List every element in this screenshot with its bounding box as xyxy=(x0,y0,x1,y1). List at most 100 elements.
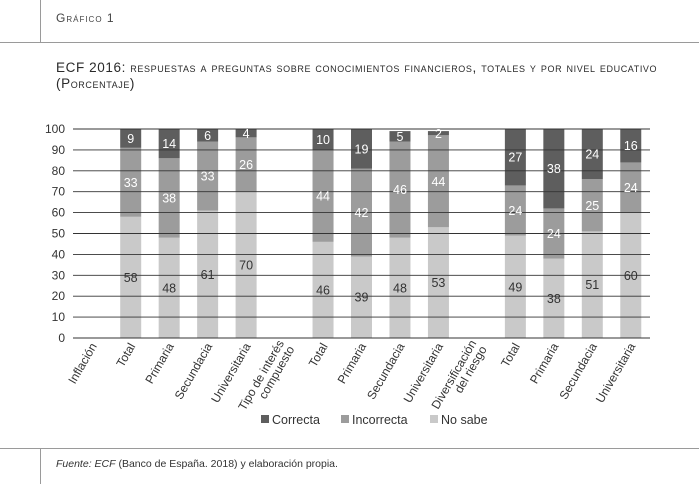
x-tick-label: Secundacia xyxy=(364,340,408,402)
bar-segment xyxy=(120,129,142,148)
data-label: 24 xyxy=(585,148,599,162)
data-label: 38 xyxy=(547,162,561,176)
bar-segment xyxy=(543,258,565,338)
x-tick-label: Secundacia xyxy=(556,340,600,402)
x-tick-label-line: Primaria xyxy=(527,340,562,386)
data-label: 4 xyxy=(243,127,250,141)
x-tick-label: Total xyxy=(498,341,523,370)
data-label: 51 xyxy=(585,278,599,292)
data-label: 44 xyxy=(316,189,330,203)
data-label: 48 xyxy=(393,281,407,295)
y-tick-label: 70 xyxy=(52,185,66,199)
data-label: 33 xyxy=(201,170,215,184)
bar-segment xyxy=(158,237,180,338)
bar-segment xyxy=(197,141,219,211)
header-left-rule xyxy=(40,0,41,43)
y-tick-label: 50 xyxy=(52,227,66,241)
x-tick-label: Primaria xyxy=(335,340,370,386)
bar-segment xyxy=(581,231,603,338)
x-tick-label-line: Total xyxy=(306,341,331,370)
bar-segment xyxy=(312,149,334,242)
y-tick-label: 20 xyxy=(52,289,66,303)
y-tick-label: 80 xyxy=(52,164,66,178)
bar-segment xyxy=(427,131,449,136)
bar-segment xyxy=(120,216,142,338)
bar-segment xyxy=(235,137,257,192)
source-rule xyxy=(0,448,699,449)
bar-segment xyxy=(158,158,180,238)
x-tick-label: Primaria xyxy=(527,340,562,386)
header-rule xyxy=(0,42,699,43)
x-tick-label-line: Secundacia xyxy=(556,340,600,402)
bar-segment xyxy=(504,185,526,236)
data-label: 46 xyxy=(393,183,407,197)
legend-swatch xyxy=(430,415,438,423)
x-tick-label-line: Universitaria xyxy=(593,340,639,405)
data-label: 16 xyxy=(624,139,638,153)
y-tick-label: 100 xyxy=(45,122,65,136)
bar-segment xyxy=(389,141,411,238)
data-label: 24 xyxy=(508,204,522,218)
bar-segment xyxy=(312,129,334,150)
data-label: 49 xyxy=(508,280,522,294)
bar-segment xyxy=(620,162,642,213)
x-tick-label-line: Primaria xyxy=(335,340,370,386)
stacked-bar-chart: 0 10 20 30 40 50 60 70 80 90 100 58 33 9 48 38 14 61 33 6 70… xyxy=(45,122,650,427)
y-tick-label: 40 xyxy=(52,247,66,261)
source-rest: (Banco de España. 2018) y elaboración pr… xyxy=(115,458,338,470)
data-label: 61 xyxy=(201,268,215,282)
bar-segment xyxy=(504,129,526,186)
data-label: 38 xyxy=(547,292,561,306)
bar-segment xyxy=(312,241,334,338)
bar-segment xyxy=(620,129,642,163)
bar-segment xyxy=(197,129,219,142)
data-label: 60 xyxy=(624,269,638,283)
bar-segment xyxy=(351,129,372,169)
legend-label: Incorrecta xyxy=(352,413,408,427)
x-tick-label-line: Total xyxy=(498,341,523,370)
data-label: 38 xyxy=(162,191,176,205)
data-label: 26 xyxy=(239,158,253,172)
x-tick-label-line: Inflación xyxy=(65,341,99,387)
y-tick-label: 0 xyxy=(58,331,65,345)
x-tick-label-line: Secundacia xyxy=(172,340,216,402)
legend-label: Correcta xyxy=(272,413,320,427)
bar-segment xyxy=(581,129,603,180)
data-label: 58 xyxy=(124,271,138,285)
x-tick-label: Inflación xyxy=(65,341,99,387)
bar-segment xyxy=(389,131,411,142)
y-tick-label: 60 xyxy=(52,206,66,220)
source-ecf: ECF xyxy=(94,458,116,470)
data-label: 39 xyxy=(355,291,369,305)
data-label: 10 xyxy=(316,133,330,147)
data-label: 27 xyxy=(508,151,522,165)
y-tick-label: 90 xyxy=(52,143,66,157)
data-label: 70 xyxy=(239,258,253,272)
legend-swatch xyxy=(261,415,269,423)
chart-title: ECF 2016: respuestas a preguntas sobre c… xyxy=(56,60,686,92)
x-tick-label-line: Total xyxy=(113,341,138,370)
x-tick-label: Total xyxy=(306,341,331,370)
data-label: 46 xyxy=(316,283,330,297)
source-left-rule xyxy=(40,448,41,484)
data-label: 44 xyxy=(431,175,445,189)
bar-segment xyxy=(427,227,449,338)
data-label: 42 xyxy=(355,206,369,220)
bar-segment xyxy=(543,129,565,209)
bar-segment xyxy=(581,179,603,232)
data-label: 25 xyxy=(585,199,599,213)
bar-segment xyxy=(389,237,411,338)
data-label: 2 xyxy=(435,127,442,141)
bar-segment xyxy=(427,135,449,228)
x-tick-label: Primaria xyxy=(142,340,177,386)
chart-title-lead: ECF 2016 xyxy=(56,60,122,75)
data-label: 24 xyxy=(624,181,638,195)
data-label: 19 xyxy=(355,142,369,156)
legend-label: No sabe xyxy=(441,413,488,427)
data-label: 53 xyxy=(431,276,445,290)
data-label: 6 xyxy=(204,129,211,143)
x-tick-label-line: Secundacia xyxy=(364,340,408,402)
bar-segment xyxy=(351,256,372,338)
y-tick-label: 10 xyxy=(52,310,66,324)
bar-segment xyxy=(158,129,180,159)
